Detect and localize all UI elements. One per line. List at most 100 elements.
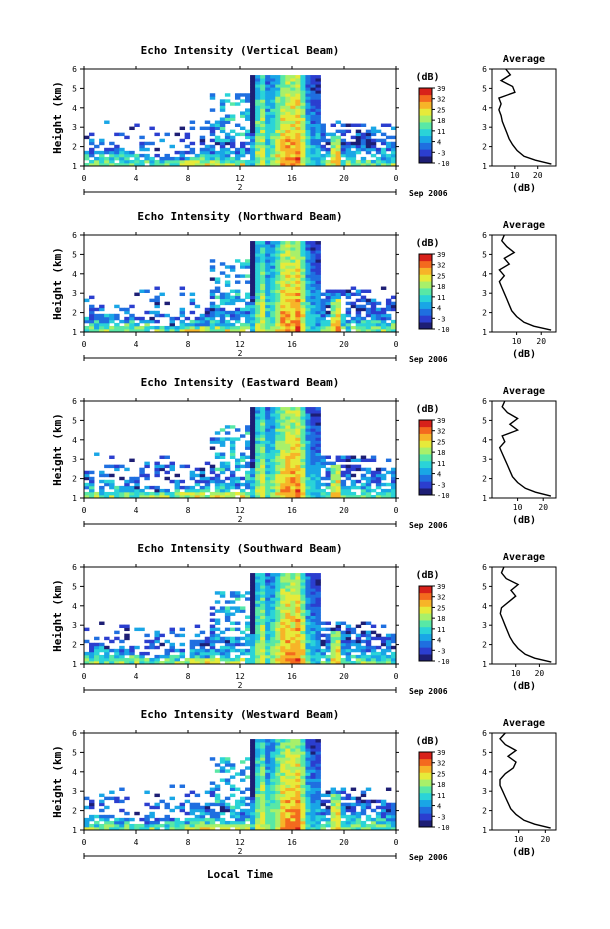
heatmap-cell (265, 313, 271, 318)
heatmap-cell (209, 479, 216, 484)
heatmap-cell (315, 114, 321, 118)
heatmap-cell (300, 274, 306, 278)
heatmap-cell (360, 307, 367, 312)
heatmap-cell (375, 799, 382, 804)
heatmap-cell (370, 630, 377, 635)
heatmap-cell (214, 156, 221, 161)
heatmap-cell (245, 431, 251, 435)
heatmap-cell (305, 156, 311, 161)
heatmap-cell (390, 135, 397, 140)
heatmap-cell (229, 449, 236, 453)
heatmap-cell (219, 298, 226, 303)
panel-stack: Echo Intensity (Vertical Beam)123456Heig… (51, 44, 557, 862)
heatmap-cell (89, 823, 95, 828)
heatmap-cell (335, 159, 342, 164)
heatmap-cell (245, 159, 251, 164)
heatmap-cell (144, 147, 150, 152)
heatmap-cell (265, 784, 271, 788)
heatmap-cell (229, 784, 236, 788)
heatmap-cell (310, 434, 316, 438)
heatmap-cell (305, 467, 311, 472)
heatmap-cell (189, 328, 196, 333)
heatmap-cell (265, 458, 271, 463)
heatmap-cell (305, 325, 311, 330)
heatmap-cell (240, 322, 246, 327)
heatmap-cell (280, 491, 286, 496)
heatmap-cell (300, 594, 306, 598)
heatmap-cell (280, 129, 286, 134)
x-tick-label: 16 (287, 672, 297, 681)
heatmap-cell (275, 162, 281, 167)
heatmap-cell (204, 811, 211, 816)
heatmap-cell (265, 467, 271, 472)
heatmap-cell (315, 648, 321, 653)
heatmap-cell (229, 117, 236, 121)
heatmap-cell (194, 817, 201, 822)
y-tick-label: 3 (72, 455, 77, 464)
heatmap-cell (240, 760, 246, 764)
heatmap-cell (300, 413, 306, 417)
heatmap-cell (285, 778, 291, 782)
heatmap-cell (340, 473, 347, 478)
heatmap-cell (270, 757, 276, 761)
heatmap-cell (380, 159, 387, 164)
heatmap-cell (355, 147, 362, 152)
heatmap-cell (290, 775, 296, 779)
heatmap-cell (260, 627, 266, 632)
heatmap-cell (290, 630, 296, 635)
heatmap-cell (300, 645, 306, 650)
heatmap-cell (310, 621, 316, 625)
heatmap-cell (275, 328, 281, 333)
heatmap-cell (224, 156, 231, 161)
heatmap-cell (315, 805, 321, 810)
heatmap-cell (245, 129, 251, 134)
heatmap-cell (300, 96, 306, 100)
heatmap-cell (285, 138, 291, 143)
heatmap-cell (270, 636, 276, 641)
heatmap-cell (325, 633, 331, 638)
heatmap-cell (89, 147, 95, 152)
heatmap-cell (219, 485, 226, 490)
heatmap-cell (295, 443, 301, 447)
heatmap-cell (194, 639, 201, 644)
heatmap-cell (310, 458, 316, 463)
heatmap-cell (370, 325, 377, 330)
heatmap-cell (310, 594, 316, 598)
heatmap-cell (305, 576, 311, 580)
heatmap-cell (250, 99, 256, 103)
heatmap-cell (360, 289, 367, 293)
heatmap-cell (255, 479, 261, 484)
heatmap-cell (275, 277, 281, 281)
heatmap-cell (240, 93, 246, 97)
heatmap-cell (219, 654, 226, 659)
heatmap-cell (219, 657, 226, 662)
heatmap-cell (330, 636, 337, 641)
heatmap-cell (325, 328, 331, 333)
heatmap-cell (250, 799, 256, 804)
heatmap-cell (265, 241, 271, 245)
heatmap-cell (345, 805, 352, 810)
heatmap-cell (340, 458, 347, 463)
heatmap-cell (224, 328, 231, 333)
heatmap-cell (144, 159, 150, 164)
heatmap-cell (280, 476, 286, 481)
y-tick-label: 1 (72, 494, 77, 503)
heatmap-cell (255, 618, 261, 622)
heatmap-cell (199, 485, 206, 490)
heatmap-cell (219, 322, 226, 327)
heatmap-cell (300, 289, 306, 293)
heatmap-cell (350, 808, 357, 813)
heatmap-cell (315, 117, 321, 121)
heatmap-cell (134, 645, 140, 650)
heatmap-cell (260, 446, 266, 450)
heatmap-cell (250, 814, 256, 819)
heatmap-cell (164, 494, 170, 499)
heatmap-cell (295, 618, 301, 622)
heatmap-cell (119, 464, 125, 469)
heatmap-cell (390, 482, 397, 487)
heatmap-cell (275, 123, 281, 127)
heatmap-cell (214, 437, 221, 441)
heatmap-cell (355, 322, 362, 327)
colorbar-tick-label: -10 (437, 492, 450, 500)
heatmap-cell (360, 820, 367, 825)
